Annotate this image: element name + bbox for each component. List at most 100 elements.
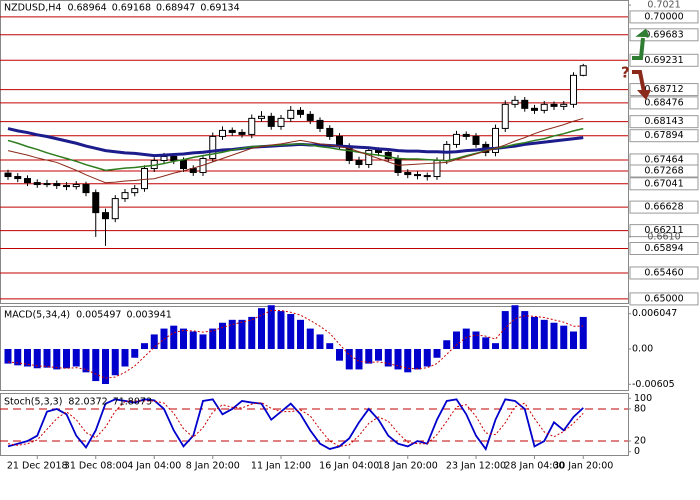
macd-bar — [384, 349, 392, 367]
candle-body — [540, 103, 548, 111]
macd-bar — [121, 349, 129, 367]
panel-title: MACD(5,34,4) — [4, 310, 70, 321]
macd-bar — [24, 349, 31, 367]
level-label: 0.70000 — [644, 11, 683, 22]
macd-bar — [482, 337, 490, 349]
macd-bar — [63, 349, 70, 369]
candle-body — [258, 115, 265, 119]
candle-body — [326, 127, 334, 137]
candle-body — [316, 119, 324, 129]
header-value: 0.005497 — [76, 310, 121, 321]
macd-bar — [33, 349, 41, 369]
candle-body — [121, 192, 129, 200]
macd-bar — [189, 331, 197, 349]
plot-layer: 0.70000 0.69683 0.69231 0.68712 0.68476 0.681… — [0, 0, 699, 472]
candle-body — [531, 107, 538, 111]
level-label: 0.68143 — [644, 116, 683, 127]
y-tick-label: 0.00 — [632, 344, 653, 355]
stoch-line — [7, 400, 584, 447]
price-frame — [0, 0, 629, 304]
macd-bar — [82, 349, 90, 373]
candle-body — [228, 129, 236, 133]
candle-body — [384, 151, 392, 159]
macd-bar — [277, 311, 285, 349]
macd-bar — [131, 349, 139, 358]
macd-bar — [531, 316, 538, 349]
y-tick-label: 0.7021 — [647, 0, 680, 11]
macd-bar — [92, 349, 100, 382]
candle-body — [570, 74, 577, 105]
level-label-box — [629, 200, 699, 214]
macd-bar — [297, 319, 304, 349]
macd-bar — [228, 319, 236, 349]
macd-bar — [345, 349, 353, 370]
level-label: 0.67894 — [644, 130, 683, 141]
candle-body — [111, 198, 119, 220]
x-tick-label: 18 Jan 20:00 — [378, 461, 438, 472]
stoch-frame — [0, 393, 629, 456]
macd-bar — [238, 319, 246, 349]
candle-body — [365, 149, 373, 166]
macd-bar — [14, 349, 22, 366]
macd-bar — [355, 349, 363, 370]
header-value: 71.8073 — [113, 397, 152, 408]
macd-bar — [472, 331, 480, 349]
level-label: 0.68476 — [644, 97, 683, 108]
candle-body — [219, 129, 226, 137]
macd-bar — [423, 349, 431, 367]
level-label: 0.66628 — [644, 202, 683, 213]
candle-body — [267, 115, 275, 127]
candle-body — [180, 160, 187, 170]
macd-bar — [443, 340, 451, 349]
candle-body — [53, 183, 61, 187]
macd-bar — [219, 322, 226, 349]
candle-body — [82, 184, 90, 194]
macd-bar — [365, 349, 373, 364]
macd-bar — [150, 334, 158, 349]
forecast-arrows: ? — [621, 28, 651, 100]
macd-bar — [394, 349, 402, 370]
macd-bar — [267, 305, 275, 349]
macd-bar — [540, 319, 548, 349]
macd-bar — [570, 331, 577, 349]
macd-bar — [72, 349, 80, 367]
macd-bar — [511, 305, 519, 349]
macd-bar — [141, 343, 148, 349]
header-value: 0.68964 — [67, 3, 106, 14]
y-tick-label: 0 — [634, 446, 640, 457]
annotation: ? — [621, 64, 630, 82]
macd-bar — [550, 322, 558, 349]
header-value: 0.69134 — [200, 3, 239, 14]
macd-bar — [306, 328, 314, 349]
level-label: 0.67464 — [644, 154, 683, 165]
level-label-box — [629, 129, 699, 143]
candle-body — [501, 103, 509, 129]
macd-bar — [414, 349, 421, 370]
macd-bar — [43, 349, 51, 368]
level-label: 0.67041 — [644, 178, 683, 189]
level-label: 0.69231 — [644, 55, 683, 66]
level-label-box — [629, 53, 699, 67]
y-tick-label: 0.6610 — [647, 231, 680, 242]
macd-bar — [287, 314, 295, 349]
candle-body — [521, 99, 529, 109]
candle-body — [131, 188, 139, 194]
header-value: 0.68947 — [156, 3, 195, 14]
down-arrow — [632, 70, 646, 93]
macd-bar — [433, 349, 441, 358]
candle-body — [72, 184, 80, 188]
candle-body — [550, 103, 558, 107]
macd-bar — [209, 328, 217, 349]
macd-bar — [521, 311, 529, 349]
level-label-box — [629, 266, 699, 280]
x-tick-label: 31 Dec 08:00 — [64, 461, 128, 472]
y-tick-label: 20 — [634, 436, 646, 447]
macd-bar — [180, 328, 187, 349]
candle-body — [141, 168, 148, 190]
stoch-line — [7, 398, 584, 451]
candle-body — [462, 133, 470, 137]
y-tick-label: 0.006047 — [632, 308, 677, 319]
x-tick-label: 28 Jan 04:00 — [504, 461, 564, 472]
candle-body — [579, 65, 587, 76]
candle-body — [33, 182, 41, 186]
